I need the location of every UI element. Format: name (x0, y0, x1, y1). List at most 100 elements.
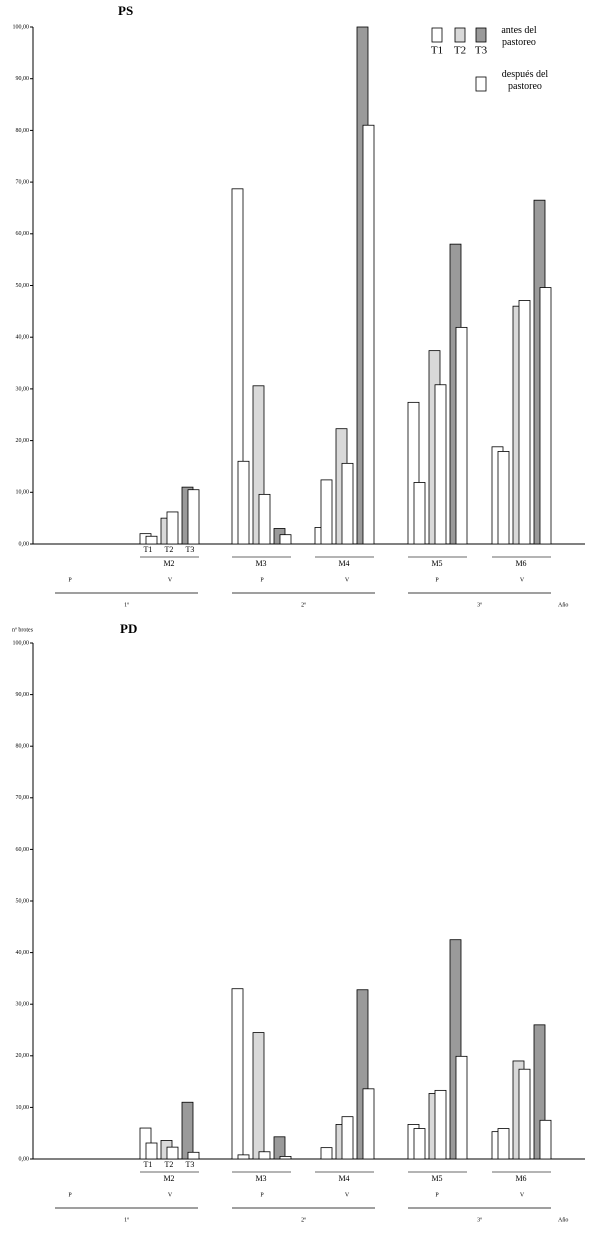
bar-before (533, 1024, 546, 1160)
y-tick-label: 20,00 (16, 1053, 30, 1059)
bar-after (413, 482, 426, 545)
category-label: M2 (163, 559, 174, 568)
bar-before (181, 1101, 194, 1160)
category-label: M3 (255, 559, 266, 568)
y-tick-label: 90,00 (16, 692, 30, 698)
bar-after (434, 1089, 447, 1160)
bar-after (279, 1156, 292, 1160)
legend-label: T2 (454, 45, 466, 57)
category-label: M6 (515, 559, 526, 568)
category-label: M4 (338, 1174, 349, 1183)
bar-after (145, 535, 158, 545)
treatment-label: T3 (186, 1160, 195, 1169)
bar-after (539, 287, 552, 545)
bar-after (145, 1142, 158, 1160)
y-tick-label: 10,00 (16, 1105, 30, 1111)
bar-after (258, 493, 271, 545)
y-tick-label: 30,00 (16, 1002, 30, 1008)
y-tick-label: 0,00 (19, 1156, 30, 1162)
bar-after (279, 534, 292, 545)
bar-before (252, 385, 265, 545)
category-label: M5 (431, 559, 442, 568)
legend-label: T3 (475, 45, 488, 57)
legend-swatch (454, 27, 466, 43)
bar-after (341, 1116, 354, 1160)
bar-after (455, 1055, 468, 1160)
bar-after (166, 1146, 179, 1160)
year-label: 1º (124, 602, 129, 608)
year-label: 2º (301, 1217, 306, 1223)
y-tick-label: 80,00 (16, 744, 30, 750)
year-label: 3º (477, 1217, 482, 1223)
bar-after (497, 451, 510, 545)
category-label: M3 (255, 1174, 266, 1183)
bar-before (273, 1136, 286, 1160)
legend-swatch (475, 76, 487, 92)
legend-label: antes del pastoreo (501, 25, 537, 48)
legend-label: después del pastoreo (501, 69, 549, 92)
season-label: P (260, 577, 264, 583)
y-tick-label: 80,00 (16, 128, 30, 134)
bar-after (320, 1147, 333, 1160)
y-tick-label: 50,00 (16, 283, 30, 289)
legend-label: T1 (431, 45, 443, 57)
y-tick-label: 60,00 (16, 847, 30, 853)
y-tick-label: 0,00 (19, 541, 30, 547)
bar-before (407, 401, 420, 545)
y-tick-label: 40,00 (16, 335, 30, 341)
year-label: 3º (477, 602, 482, 608)
year-label: 2º (301, 602, 306, 608)
y-tick-label: 100,00 (13, 640, 30, 646)
bar-after (320, 479, 333, 545)
season-label: P (435, 1192, 439, 1198)
bar-before (356, 989, 369, 1160)
y-axis-label: nº brotes (12, 627, 34, 633)
bar-after (413, 1128, 426, 1160)
y-tick-label: 100,00 (13, 24, 30, 30)
year-axis-label: Año (558, 1217, 568, 1223)
bar-after (187, 1151, 200, 1160)
season-label: V (168, 1192, 173, 1198)
season-label: P (68, 577, 72, 583)
y-tick-label: 30,00 (16, 386, 30, 392)
bar-after (362, 1088, 375, 1160)
bar-after (237, 460, 250, 545)
bar-after (455, 326, 468, 545)
y-tick-label: 60,00 (16, 231, 30, 237)
season-label: V (520, 577, 525, 583)
treatment-label: T1 (144, 545, 153, 554)
bar-after (539, 1119, 552, 1160)
bar-after (518, 1068, 531, 1160)
y-tick-label: 70,00 (16, 179, 30, 185)
bar-after (258, 1151, 271, 1160)
bar-before (231, 988, 244, 1160)
category-label: M2 (163, 1174, 174, 1183)
y-tick-label: 90,00 (16, 76, 30, 82)
bar-before (252, 1032, 265, 1160)
season-label: V (345, 1192, 350, 1198)
bar-after (341, 462, 354, 545)
y-tick-label: 40,00 (16, 950, 30, 956)
category-label: M4 (338, 559, 349, 568)
bar-before (449, 939, 462, 1160)
y-tick-label: 20,00 (16, 438, 30, 444)
season-label: V (345, 577, 350, 583)
chart-title: PD (120, 621, 137, 636)
season-label: P (435, 577, 439, 583)
bar-after (518, 300, 531, 545)
legend-entry: antes del pastoreo (501, 25, 537, 48)
treatment-label: T2 (165, 1160, 174, 1169)
season-label: V (520, 1192, 525, 1198)
season-label: V (168, 577, 173, 583)
bar-after (362, 124, 375, 545)
category-label: M5 (431, 1174, 442, 1183)
legend-swatch (431, 27, 443, 43)
treatment-label: T3 (186, 545, 195, 554)
legend-entry: después del pastoreo (501, 69, 549, 92)
chart-title: PS (118, 3, 133, 18)
bar-after (187, 489, 200, 545)
season-label: P (68, 1192, 72, 1198)
season-label: P (260, 1192, 264, 1198)
